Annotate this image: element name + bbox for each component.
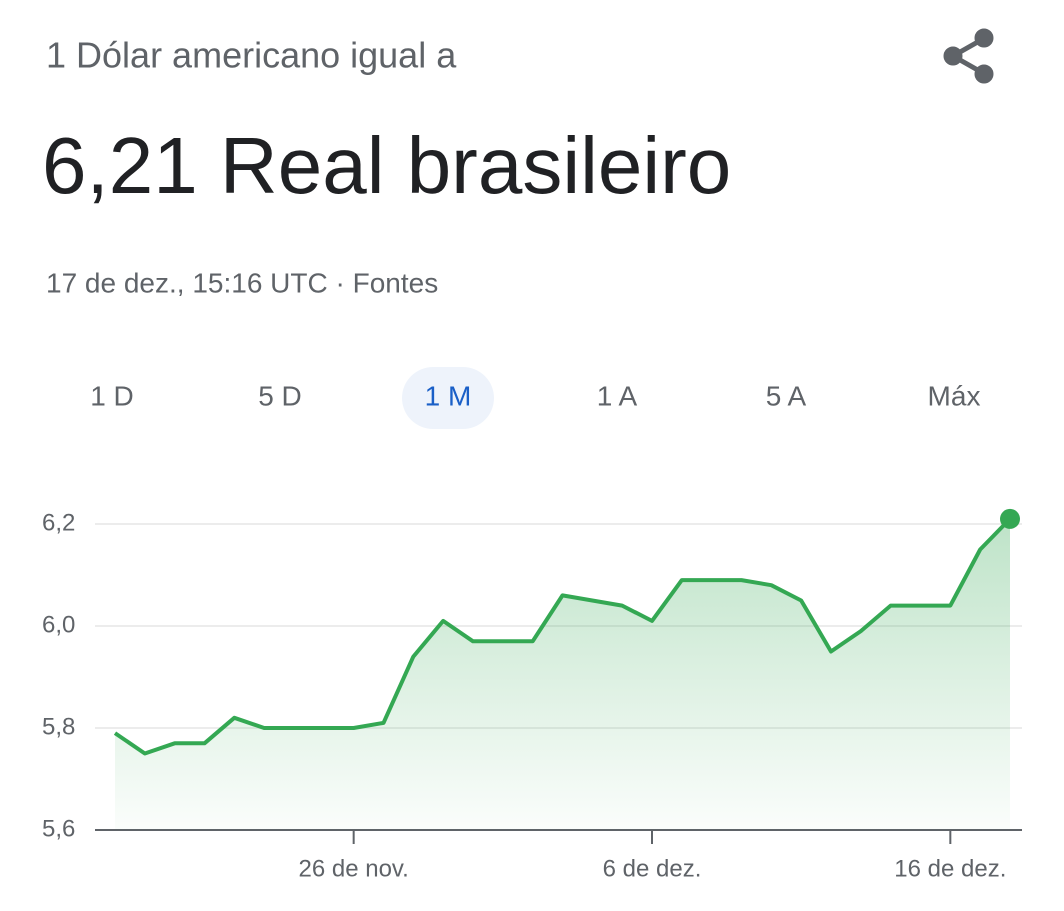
x-tick-label: 26 de nov. [299, 855, 409, 882]
current-point [1000, 508, 1020, 529]
line [113, 517, 1012, 756]
range-tab[interactable]: 1 A [597, 380, 638, 411]
area [115, 518, 1010, 830]
range-tab[interactable]: 5 D [258, 380, 302, 411]
range-tab[interactable]: Máx [928, 380, 981, 411]
active-tab-bg [402, 367, 494, 429]
y-tick-label: 6,0 [42, 611, 75, 638]
y-tick-label: 6,2 [42, 509, 75, 536]
range-tab[interactable]: 1 D [90, 380, 134, 411]
y-tick-label: 5,6 [42, 815, 75, 842]
rate: 6,21 Real brasileiro [42, 121, 731, 210]
range-tab[interactable]: 1 M [425, 380, 472, 411]
y-tick-label: 5,8 [42, 713, 75, 740]
x-tick-label: 16 de dez. [894, 855, 1006, 882]
subtitle: 1 Dólar americano igual a [46, 35, 457, 76]
x-tick-label: 6 de dez. [603, 855, 702, 882]
share-button[interactable] [943, 28, 994, 84]
range-tab[interactable]: 5 A [766, 380, 807, 411]
timestamp: 17 de dez., 15:16 UTC · Fontes [46, 267, 438, 298]
